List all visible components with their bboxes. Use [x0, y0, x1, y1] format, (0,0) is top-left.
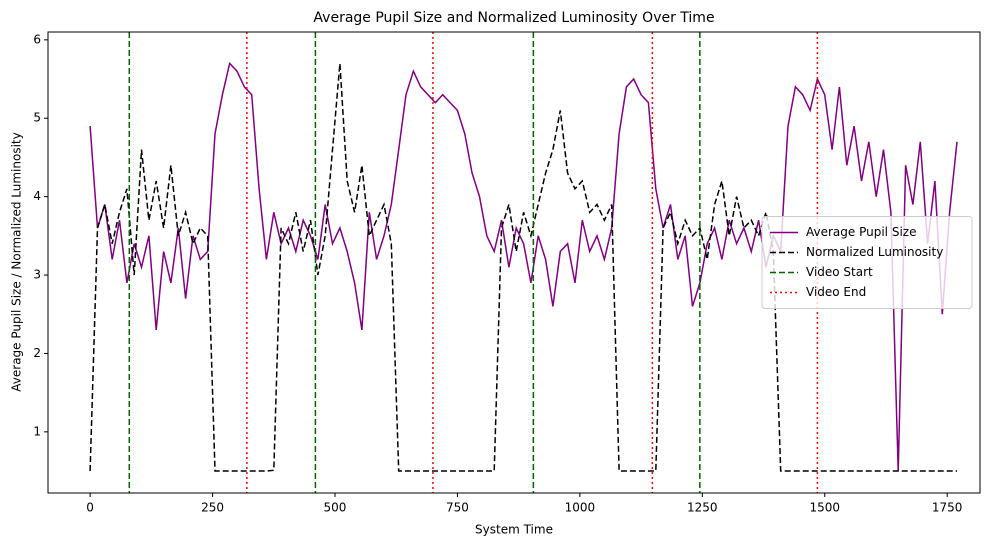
- legend-label: Average Pupil Size: [806, 225, 916, 239]
- x-tick-label: 1000: [565, 501, 596, 515]
- y-tick-label: 2: [33, 346, 41, 360]
- y-tick-label: 4: [33, 189, 41, 203]
- x-tick-label: 750: [446, 501, 469, 515]
- y-tick-label: 5: [33, 111, 41, 125]
- x-axis-label: System Time: [475, 523, 553, 537]
- plot-frame: [47, 31, 981, 494]
- x-tick-label: 0: [86, 501, 94, 515]
- legend-label: Video Start: [806, 265, 873, 279]
- x-tick-label: 1250: [687, 501, 718, 515]
- x-tick-label: 250: [201, 501, 224, 515]
- line-series: [89, 63, 957, 472]
- chart-title: Average Pupil Size and Normalized Lumino…: [313, 10, 714, 26]
- y-axis-label: Average Pupil Size / Normalized Luminosi…: [10, 132, 24, 391]
- x-tick-label: 1500: [809, 501, 840, 515]
- legend-label: Normalized Luminosity: [806, 245, 943, 259]
- x-tick-label: 1750: [932, 501, 963, 515]
- x-tick-label: 500: [324, 501, 347, 515]
- y-tick-label: 3: [33, 268, 41, 282]
- legend-box: [761, 216, 973, 309]
- y-tick-label: 6: [33, 32, 41, 46]
- y-tick-label: 1: [33, 424, 41, 438]
- line-series: [89, 61, 958, 472]
- legend-label: Video End: [806, 285, 866, 299]
